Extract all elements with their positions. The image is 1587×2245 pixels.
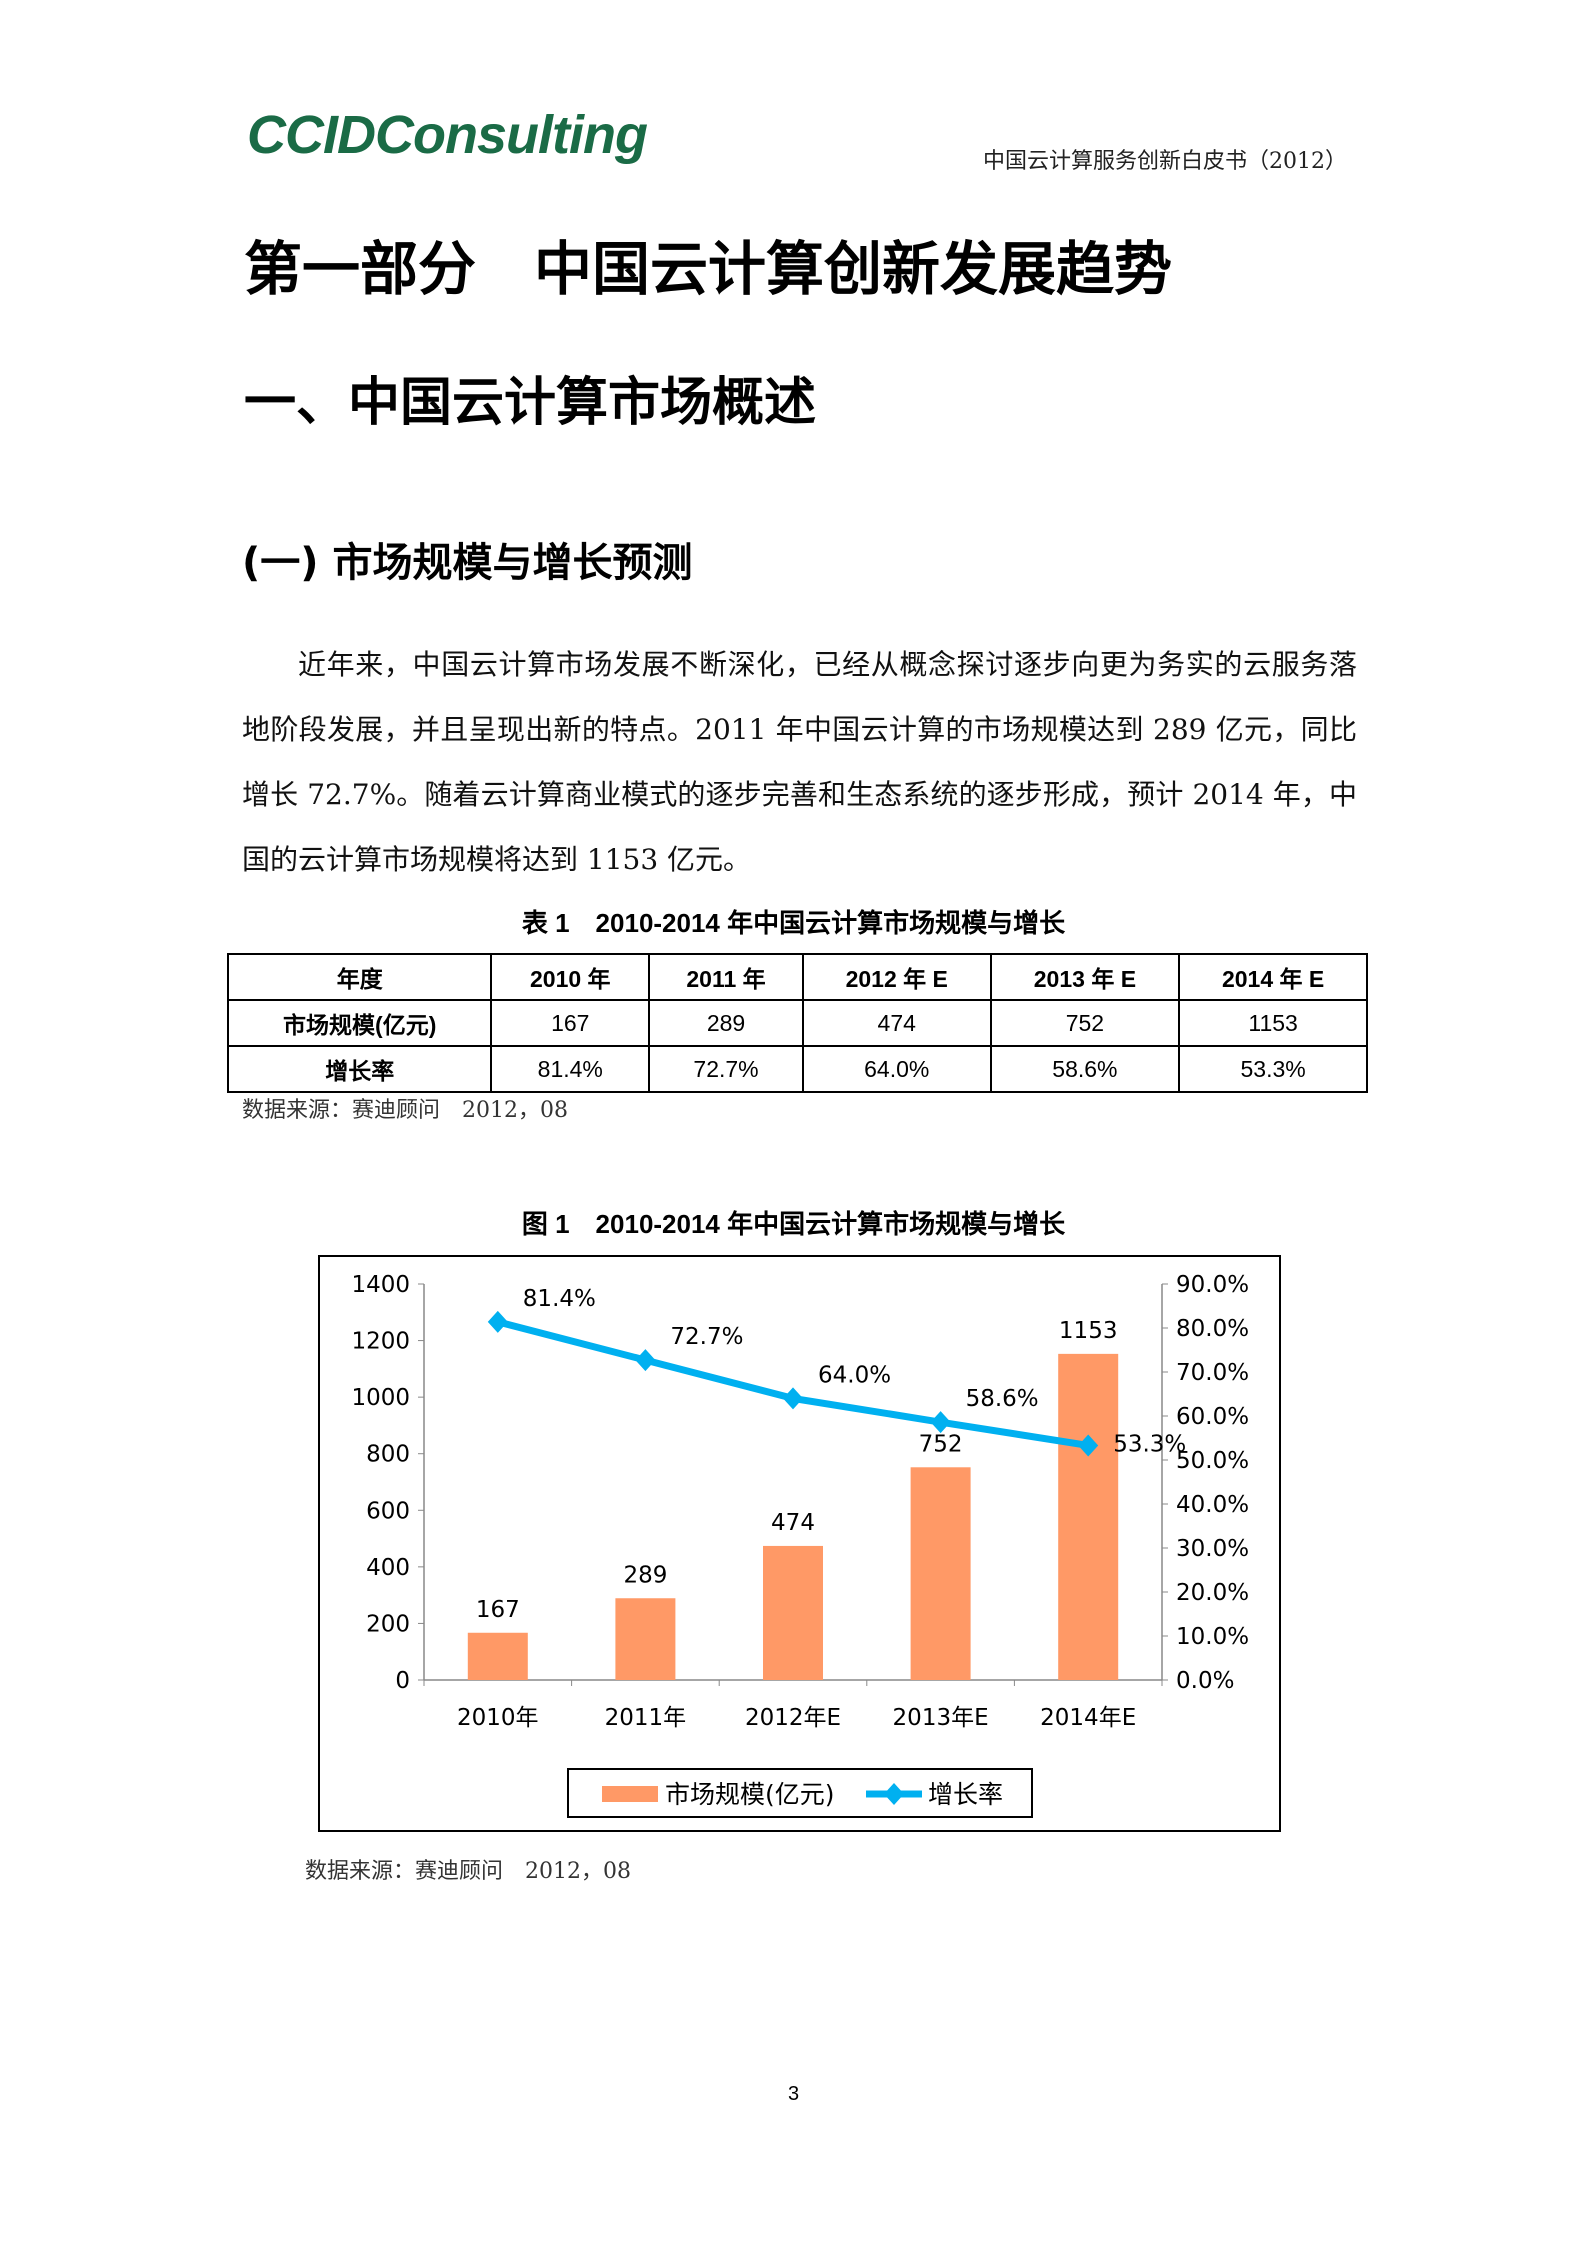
right-tick-label: 40.0% [1176, 1492, 1249, 1518]
row-header: 市场规模(亿元) [226, 999, 493, 1047]
growth-label: 81.4% [523, 1286, 596, 1312]
legend-marker [884, 1783, 904, 1805]
right-tick-label: 20.0% [1176, 1580, 1249, 1606]
subsection-heading: (一) 市场规模与增长预测 [242, 540, 693, 586]
body-paragraph: 近年来，中国云计算市场发展不断深化，已经从概念探讨逐步向更为务实的云服务落地阶段… [242, 648, 1357, 876]
growth-line [496, 1318, 1089, 1449]
header-cell: 2010 年 [490, 953, 651, 1001]
page-number: 3 [787, 2083, 800, 2105]
section-heading: 一、中国云计算市场概述 [244, 373, 817, 433]
x-tick-label: 2012年E [745, 1705, 841, 1731]
table-row: 增长率 81.4% 72.7% 64.0% 58.6% 53.3% [226, 1045, 1368, 1093]
bar-label: 474 [771, 1510, 815, 1536]
table-row: 市场规模(亿元) 167 289 474 752 1153 [226, 999, 1368, 1047]
table-cell: 1153 [1178, 999, 1368, 1047]
x-tick-label: 2014年E [1040, 1705, 1136, 1731]
bar-label: 752 [919, 1431, 963, 1457]
table-cell: 289 [648, 999, 804, 1047]
combo-chart: 0 200 400 600 800 1000 1200 1400 0.0% 10.0% 20.0% 3… [351, 1272, 1249, 1818]
header-cell: 2014 年 E [1178, 953, 1368, 1001]
left-tick-label: 0 [395, 1668, 410, 1694]
growth-marker [635, 1349, 656, 1372]
bar-label: 167 [476, 1597, 520, 1623]
legend-bar-swatch [602, 1786, 658, 1802]
legend-line-label: 增长率 [928, 1780, 1003, 1809]
bar-label: 1153 [1059, 1318, 1118, 1344]
right-tick-label: 70.0% [1176, 1360, 1249, 1386]
table-cell: 53.3% [1178, 1045, 1368, 1093]
x-tick-label: 2011年 [605, 1705, 687, 1731]
bar [1058, 1353, 1119, 1680]
table-cell: 72.7% [648, 1045, 804, 1093]
bar-label: 289 [623, 1562, 667, 1588]
table-cell: 64.0% [801, 1045, 992, 1093]
growth-marker [930, 1411, 951, 1434]
header-cell: 2011 年 [648, 953, 804, 1001]
legend-bar-label: 市场规模(亿元) [665, 1780, 835, 1809]
figure-caption: 图 1 2010-2014 年中国云计算市场规模与增长 [521, 1209, 1066, 1239]
right-tick-label: 10.0% [1176, 1624, 1249, 1650]
growth-label: 64.0% [818, 1362, 891, 1388]
left-tick-label: 800 [366, 1442, 410, 1468]
part-heading: 第一部分 中国云计算创新发展趋势 [244, 235, 1173, 303]
growth-label: 72.7% [670, 1324, 743, 1350]
right-tick-label: 80.0% [1176, 1316, 1249, 1342]
table-header-row: 年度 2010 年 2011 年 2012 年 E 2013 年 E 2014 … [226, 953, 1368, 1001]
header-cell: 2013 年 E [989, 953, 1181, 1001]
left-tick-label: 400 [366, 1555, 410, 1581]
header-cell: 年度 [226, 953, 493, 1001]
x-tick-label: 2010年 [457, 1705, 539, 1731]
table-cell: 81.4% [490, 1045, 651, 1093]
right-tick-label: 50.0% [1176, 1448, 1249, 1474]
header-cell: 2012 年 E [801, 953, 992, 1001]
market-table: 年度 2010 年 2011 年 2012 年 E 2013 年 E 2014 … [226, 953, 1368, 1093]
right-tick-label: 30.0% [1176, 1536, 1249, 1562]
left-tick-label: 600 [366, 1498, 410, 1524]
right-tick-label: 90.0% [1176, 1272, 1249, 1298]
chart-frame: 0 200 400 600 800 1000 1200 1400 0.0% 10.0% 20.0% 3… [318, 1255, 1281, 1832]
bar [467, 1632, 528, 1680]
table-cell: 58.6% [989, 1045, 1181, 1093]
bar [910, 1467, 971, 1680]
bar [763, 1545, 823, 1680]
growth-marker [1078, 1434, 1099, 1457]
table-caption: 表 1 2010-2014 年中国云计算市场规模与增长 [521, 908, 1066, 938]
left-tick-label: 1400 [351, 1272, 410, 1298]
ccid-logo: CCIDConsulting [247, 105, 648, 165]
left-tick-label: 1000 [351, 1385, 410, 1411]
bar [615, 1598, 676, 1680]
document-title: 中国云计算服务创新白皮书（2012） [983, 149, 1347, 174]
growth-label: 53.3% [1113, 1431, 1186, 1457]
row-header: 增长率 [226, 1045, 493, 1093]
figure-source: 数据来源：赛迪顾问 2012，08 [305, 1859, 631, 1884]
x-tick-label: 2013年E [893, 1705, 989, 1731]
table-source: 数据来源：赛迪顾问 2012，08 [242, 1098, 568, 1123]
right-tick-label: 60.0% [1176, 1404, 1249, 1430]
table-cell: 474 [801, 999, 992, 1047]
right-tick-label: 0.0% [1176, 1668, 1234, 1694]
left-tick-label: 200 [366, 1611, 410, 1637]
growth-marker [783, 1387, 803, 1410]
growth-label: 58.6% [966, 1386, 1039, 1412]
table-cell: 167 [490, 999, 651, 1047]
growth-marker [487, 1310, 508, 1333]
left-tick-label: 1200 [351, 1329, 410, 1355]
table-cell: 752 [989, 999, 1181, 1047]
